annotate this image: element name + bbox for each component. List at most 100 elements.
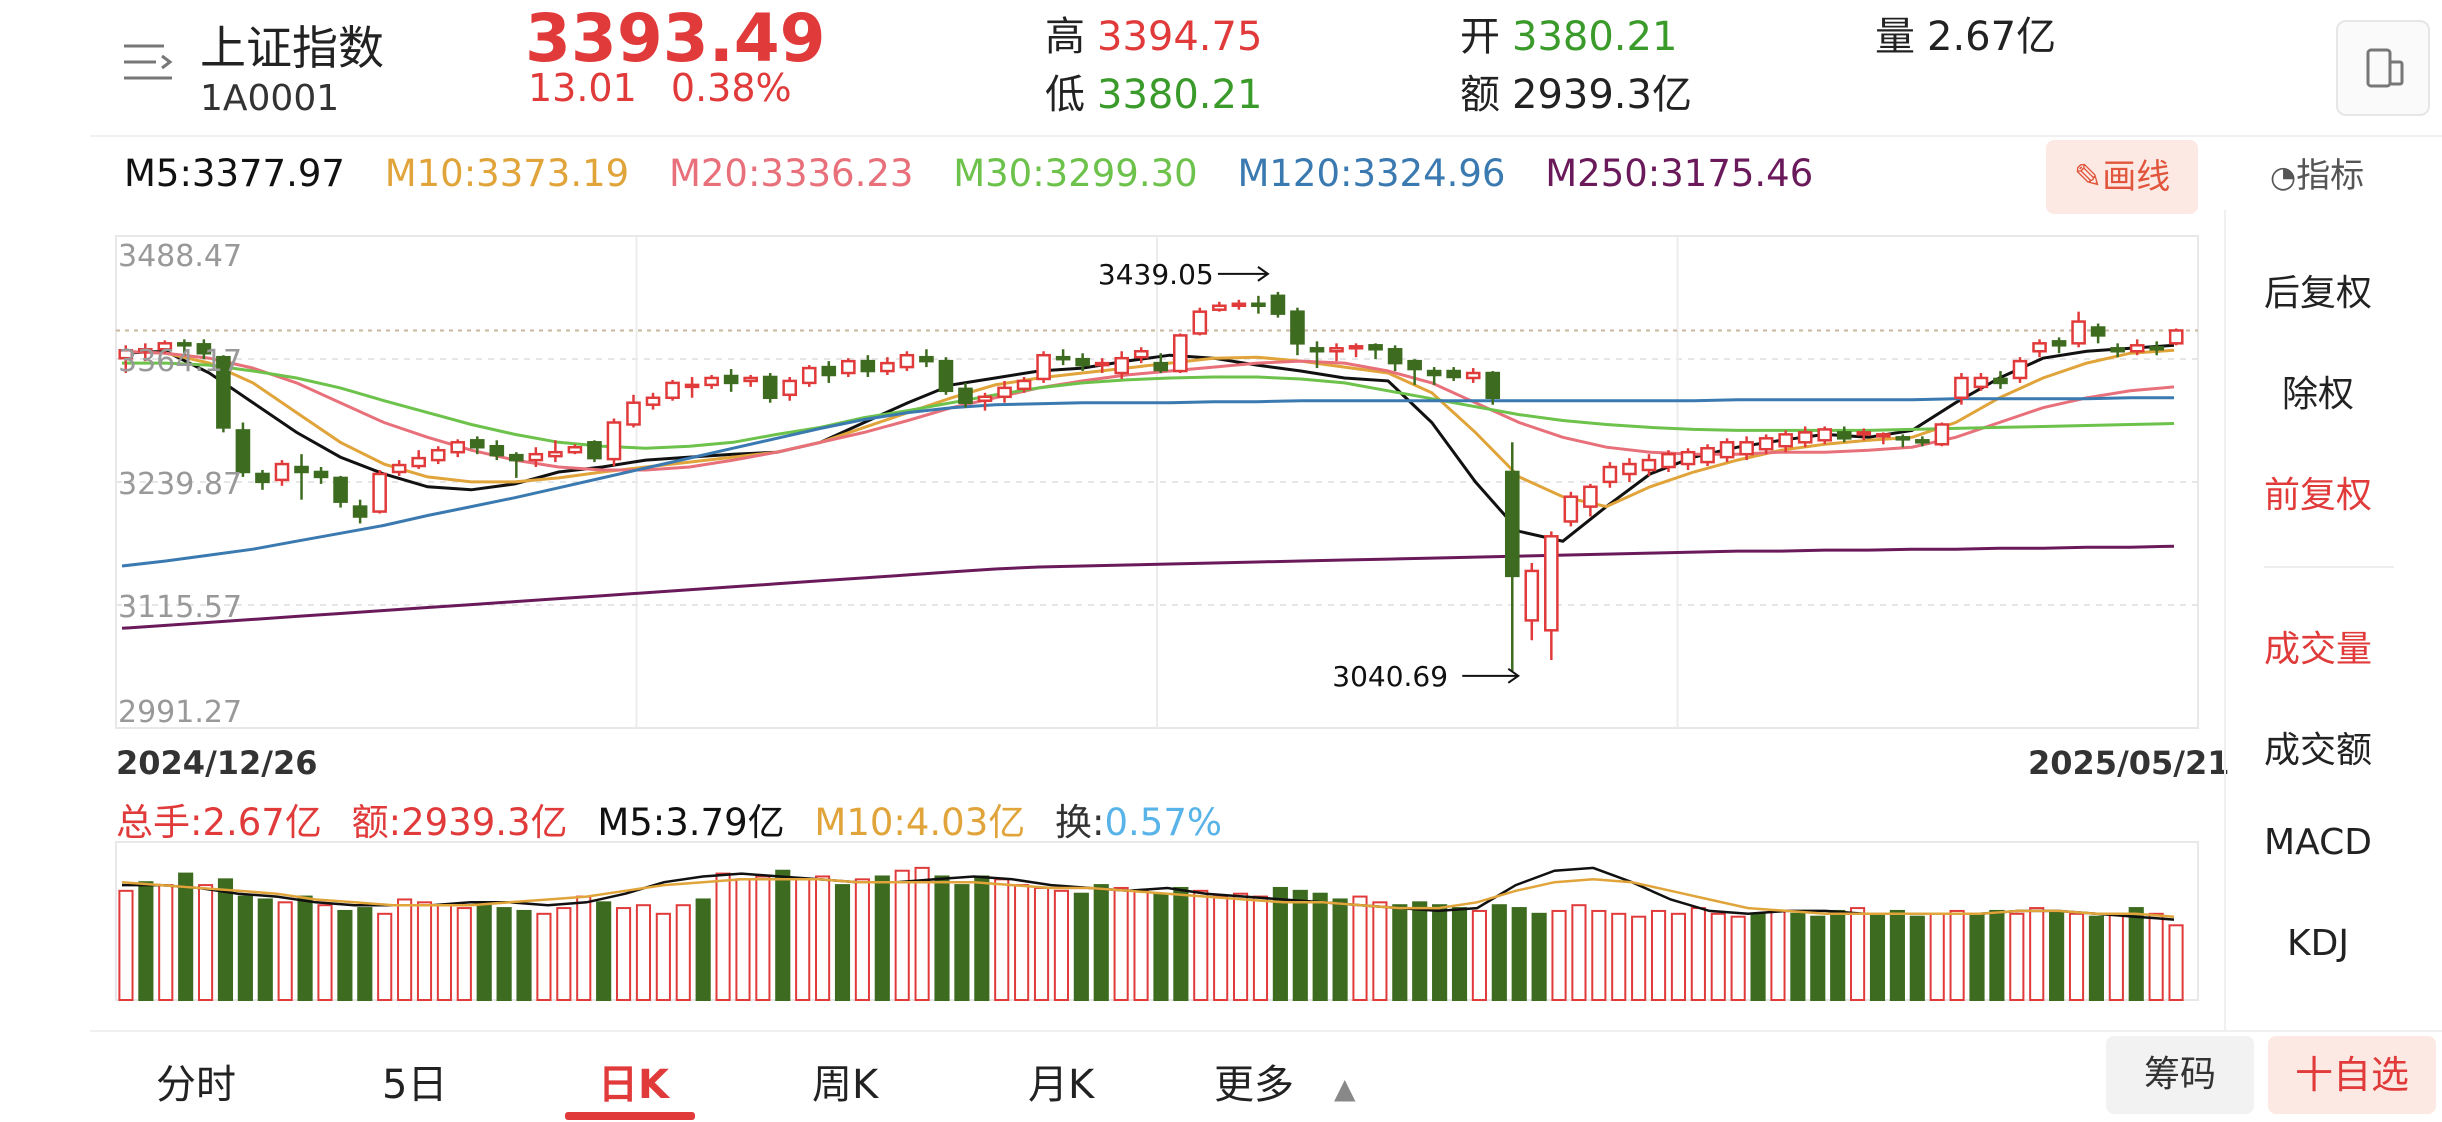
candle-body	[1934, 423, 1950, 446]
candle-body	[723, 374, 739, 385]
tab-monthly-k[interactable]: 月K	[1028, 1062, 1095, 1108]
period-tabs: 分时 5日 日K 周K 月K 更多 ▲	[0, 1030, 2442, 1122]
volume-bar	[1710, 912, 1726, 1001]
ma-lines	[121, 343, 2175, 630]
candle-body	[1407, 359, 1422, 371]
candle-body	[1954, 376, 1969, 400]
min-price-label: 3040.69	[1332, 660, 1448, 693]
volume-bar	[1232, 892, 1249, 1002]
chip-distribution-button[interactable]: 筹码	[2106, 1036, 2254, 1114]
candle-body	[684, 383, 700, 389]
candle-body	[255, 472, 270, 484]
pencil-icon: ✎	[2073, 157, 2103, 197]
y-tick-label: 3488.47	[118, 239, 242, 274]
candle-body	[352, 505, 368, 518]
volume-ma-lines	[121, 866, 2175, 921]
draw-line-label: 画线	[2102, 157, 2171, 197]
candle-body	[372, 472, 387, 513]
volume-total: 总手:2.67亿	[116, 801, 322, 844]
y-tick-label: 3239.87	[118, 467, 242, 502]
candle-body	[1426, 369, 1442, 377]
menu-item-pre-adjust[interactable]: 前复权	[2263, 475, 2372, 516]
add-favorite-button[interactable]: 十自选	[2268, 1036, 2436, 1114]
menu-icon[interactable]	[120, 38, 180, 88]
candle-body	[1036, 353, 1051, 381]
candle-body	[1094, 361, 1110, 367]
volume-bar	[178, 872, 194, 1001]
menu-item-amount[interactable]: 成交额	[2263, 730, 2372, 771]
tab-intraday[interactable]: 分时	[156, 1062, 236, 1108]
menu-item-volume[interactable]: 成交量	[2263, 629, 2372, 670]
candle-body	[1212, 304, 1227, 311]
ma-line-m10	[121, 348, 2175, 509]
tab-daily-k[interactable]: 日K	[598, 1062, 669, 1108]
landscape-toggle-button[interactable]	[2336, 20, 2430, 116]
candles	[118, 291, 2184, 672]
volume-bar	[2168, 924, 2184, 1001]
ma-line-m20	[121, 349, 2175, 472]
draw-line-button[interactable]: ✎画线	[2046, 140, 2198, 214]
candle-body	[1817, 428, 1833, 442]
volume-bar	[795, 878, 811, 1002]
volume-bar	[1650, 909, 1667, 1001]
volume-bar	[138, 881, 154, 1002]
volume-bar	[416, 901, 433, 1001]
volume-bar	[118, 889, 134, 1001]
ma-legend: M5:3377.97 M10:3373.19 M20:3336.23 M30:3…	[124, 152, 1841, 195]
candle-body	[1797, 431, 1813, 444]
end-date: 2025/05/21	[2028, 744, 2230, 782]
volume-bar	[1133, 889, 1149, 1001]
candle-body	[1055, 355, 1071, 361]
volume-m10: M10:4.03亿	[814, 801, 1026, 844]
active-tab-indicator	[565, 1112, 695, 1120]
volume-bar	[1312, 892, 1328, 1002]
stat-volume-value: 2.67亿	[1927, 14, 2057, 60]
candle-body	[645, 396, 661, 406]
menu-item-kdj[interactable]: KDJ	[2287, 923, 2349, 964]
ma20-label: M20:3336.23	[668, 152, 914, 195]
volume-bar	[1193, 889, 1209, 1001]
volume-bar	[1272, 886, 1288, 1001]
volume-bar	[496, 907, 512, 1002]
volume-m10-line	[121, 878, 2175, 918]
candle-body	[528, 452, 544, 462]
volume-bar	[436, 904, 452, 1002]
volume-bar	[874, 875, 890, 1001]
volume-m5: M5:3.79亿	[597, 801, 785, 844]
tab-5day[interactable]: 5日	[382, 1062, 448, 1108]
volume-bar	[1352, 895, 1368, 1002]
chart-grid	[115, 235, 2199, 729]
tab-weekly-k[interactable]: 周K	[812, 1062, 879, 1108]
volume-bar	[197, 884, 214, 1001]
volume-bar	[596, 901, 612, 1001]
menu-item-post-adjust[interactable]: 后复权	[2263, 273, 2372, 314]
caret-up-icon: ▲	[1334, 1072, 1356, 1105]
indicator-button[interactable]: ◔指标	[2270, 148, 2364, 197]
candle-body	[235, 429, 251, 474]
volume-bar	[237, 895, 253, 1002]
menu-item-macd[interactable]: MACD	[2264, 822, 2372, 863]
tab-more[interactable]: 更多 ▲	[1214, 1052, 1356, 1110]
current-price: 3393.49	[525, 0, 826, 77]
stat-low-value: 3380.21	[1097, 72, 1263, 118]
candle-body	[743, 376, 758, 383]
candle-body	[762, 375, 778, 400]
index-name: 上证指数	[200, 21, 384, 75]
candle-body	[1446, 369, 1461, 379]
ma250-label: M250:3175.46	[1545, 152, 1814, 195]
volume-amount: 额:2939.3亿	[351, 801, 568, 844]
candle-body	[274, 462, 290, 482]
volume-bar	[894, 869, 910, 1002]
volume-bar	[1690, 907, 1706, 1002]
stat-volume: 量 2.67亿	[1875, 4, 2056, 62]
price-change: 13.01 0.38%	[528, 66, 792, 110]
candle-body	[118, 349, 134, 360]
candle-body	[1114, 356, 1130, 375]
volume-bar	[1591, 909, 1607, 1001]
menu-item-ex-rights[interactable]: 除权	[2281, 374, 2354, 415]
candle-body	[1387, 348, 1403, 365]
candle-body	[1016, 379, 1032, 391]
stat-amount-value: 2939.3亿	[1512, 72, 1692, 118]
ma-line-m5	[121, 343, 2175, 543]
